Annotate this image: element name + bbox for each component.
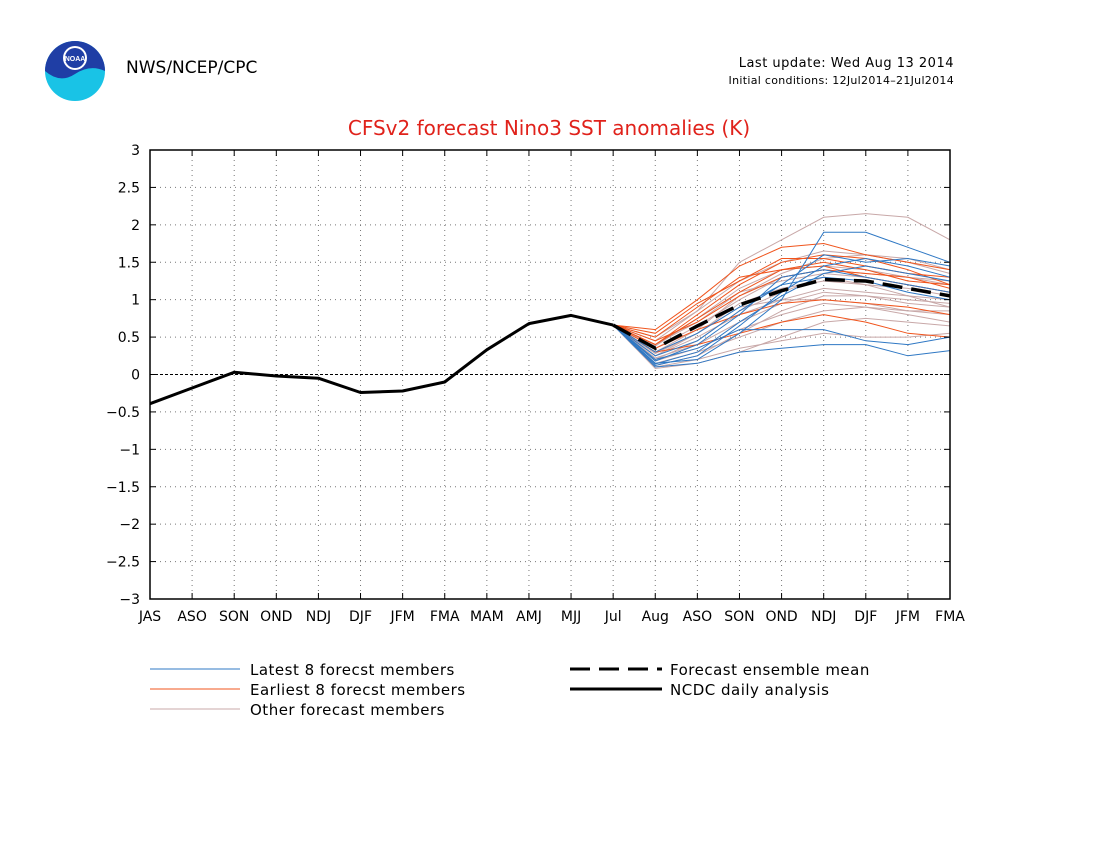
series-ensemble-mean xyxy=(612,277,951,351)
legend-label-other: Other forecast members xyxy=(250,701,445,719)
x-tick-label: NDJ xyxy=(811,609,836,625)
x-tick-label: DJF xyxy=(854,609,877,625)
x-tick-label: Jul xyxy=(604,609,622,625)
series-latest-member xyxy=(612,231,951,364)
data-layer xyxy=(149,213,951,406)
y-tick-label: 1.5 xyxy=(118,255,140,271)
series-other-member xyxy=(612,254,951,353)
x-tick-label: FMA xyxy=(935,609,965,625)
series-latest-member xyxy=(612,324,951,368)
x-tick-label: FMA xyxy=(430,609,460,625)
series-other-member xyxy=(612,302,950,362)
chart-title: CFSv2 forecast Nino3 SST anomalies (K) xyxy=(348,116,750,140)
y-tick-label: 0 xyxy=(131,368,140,384)
x-tick-label: Aug xyxy=(642,609,669,625)
grid-layer xyxy=(150,150,950,599)
last-update-text: Last update: Wed Aug 13 2014 xyxy=(738,56,954,71)
x-tick-label: ASO xyxy=(683,609,712,625)
x-tick-label: AMJ xyxy=(516,609,542,625)
y-tick-label: 3 xyxy=(131,143,140,159)
x-tick-label: DJF xyxy=(349,609,372,625)
y-tick-label: −3 xyxy=(119,592,140,608)
x-tick-label: JAS xyxy=(138,609,161,625)
legend: Latest 8 forecst members Earliest 8 fore… xyxy=(150,661,870,719)
agency-label: NWS/NCEP/CPC xyxy=(126,58,258,78)
legend-label-mean: Forecast ensemble mean xyxy=(670,661,870,679)
x-tick-label: MAM xyxy=(470,609,504,625)
series-ncdc-analysis xyxy=(149,313,614,406)
x-tick-label: JFM xyxy=(895,609,920,625)
y-tick-label: 2.5 xyxy=(118,180,140,196)
y-tick-label: 0.5 xyxy=(118,330,140,346)
series-latest-member xyxy=(612,265,951,365)
y-tick-label: −2 xyxy=(119,517,140,533)
series-latest-member xyxy=(612,269,951,362)
series-other-member xyxy=(613,213,951,342)
y-tick-label: −2.5 xyxy=(106,555,140,571)
noaa-logo-icon: NOAA xyxy=(45,41,105,101)
legend-label-earliest: Earliest 8 forecst members xyxy=(250,681,466,699)
y-tick-label: −1.5 xyxy=(106,480,140,496)
y-tick-label: 2 xyxy=(131,218,140,234)
y-tick-label: 1 xyxy=(131,293,140,309)
legend-label-analysis: NCDC daily analysis xyxy=(670,681,829,699)
series-other-member xyxy=(612,324,951,368)
x-tick-label: JFM xyxy=(389,609,414,625)
x-tick-label: ASO xyxy=(177,609,206,625)
x-tick-label: SON xyxy=(724,609,754,625)
series-other-member xyxy=(612,317,951,370)
series-earliest-member xyxy=(612,314,951,353)
legend-label-latest: Latest 8 forecst members xyxy=(250,661,455,679)
x-tick-label: OND xyxy=(260,609,292,625)
y-tick-label: −0.5 xyxy=(106,405,140,421)
series-latest-member xyxy=(612,276,951,353)
series-earliest-member xyxy=(612,261,951,346)
initial-conditions-text: Initial conditions: 12Jul2014–21Jul2014 xyxy=(728,74,954,87)
x-tick-label: NDJ xyxy=(306,609,331,625)
x-tick-label: SON xyxy=(219,609,249,625)
x-tick-label: MJJ xyxy=(561,609,581,625)
x-tick-label: OND xyxy=(765,609,797,625)
y-tick-label: −1 xyxy=(119,442,140,458)
noaa-logo-text: NOAA xyxy=(65,56,86,63)
